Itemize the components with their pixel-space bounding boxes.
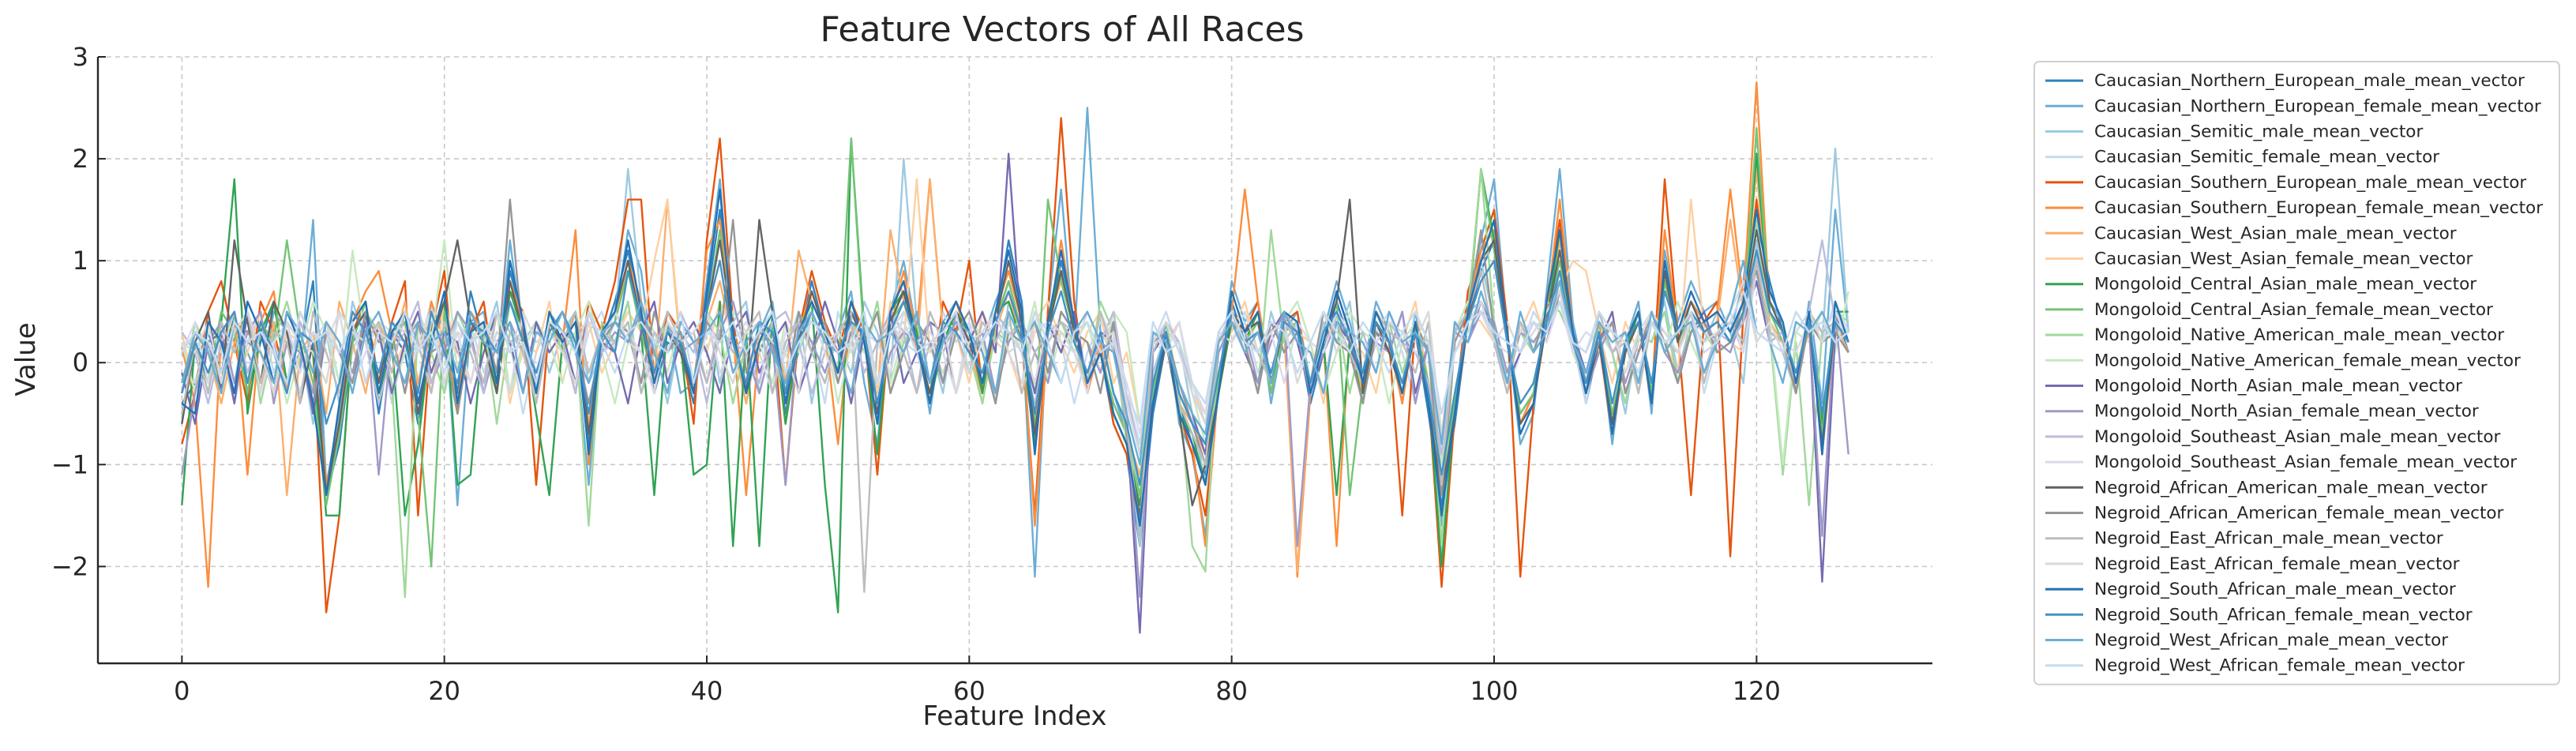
legend-label-6: Caucasian_West_Asian_male_mean_vector [2094,223,2457,243]
series-line-15 [181,269,1849,445]
legend-label-16: Negroid_African_American_male_mean_vecto… [2094,478,2488,498]
x-tick-label: 0 [174,676,190,706]
legend-label-8: Mongoloid_Central_Asian_male_mean_vector [2094,275,2476,295]
legend-label-20: Negroid_South_African_male_mean_vector [2094,580,2456,599]
legend-label-4: Caucasian_Southern_European_male_mean_ve… [2094,173,2526,193]
legend-label-2: Caucasian_Semitic_male_mean_vector [2094,122,2423,142]
legend: Caucasian_Northern_European_male_mean_ve… [2033,61,2560,685]
axes [96,56,1932,665]
y-tick-label: −1 [51,449,88,479]
legend-label-17: Negroid_African_American_female_mean_vec… [2094,504,2504,524]
x-tick-label: 60 [953,676,986,706]
y-axis-label: Value [10,322,42,396]
y-tick-label: 0 [73,347,88,377]
legend-label-23: Negroid_West_African_female_mean_vector [2094,656,2465,676]
legend-label-9: Mongoloid_Central_Asian_female_mean_vect… [2094,300,2493,320]
plot-area [181,81,1849,634]
series-line-23 [181,290,1849,425]
x-tick-label: 40 [691,676,723,706]
x-tick-label: 120 [1733,676,1781,706]
legend-label-18: Negroid_East_African_male_mean_vector [2094,529,2443,549]
legend-label-10: Mongoloid_Native_American_male_mean_vect… [2094,325,2504,345]
series-line-7 [181,178,1849,435]
series-line-20 [181,188,1849,527]
legend-label-13: Mongoloid_North_Asian_female_mean_vector [2094,402,2479,422]
legend-label-5: Caucasian_Southern_European_female_mean_… [2094,198,2543,218]
series-line-22 [181,260,1849,466]
x-axis-label: Feature Index [923,700,1107,732]
legend-label-21: Negroid_South_African_female_mean_vector [2094,605,2473,625]
legend-label-11: Mongoloid_Native_American_female_mean_ve… [2094,351,2521,370]
legend-frame [2033,61,2560,685]
y-tick-label: 3 [73,42,88,72]
y-tick-label: 2 [73,144,88,174]
tick-labels: 0 20 40 60 80 100 120 −2 −1 0 1 2 3 [51,42,1781,706]
legend-label-19: Negroid_East_African_female_mean_vector [2094,554,2460,574]
legend-label-7: Caucasian_West_Asian_female_mean_vector [2094,250,2473,269]
legend-label-14: Mongoloid_Southeast_Asian_male_mean_vect… [2094,427,2500,447]
x-tick-label: 20 [428,676,460,706]
legend-label-0: Caucasian_Northern_European_male_mean_ve… [2094,71,2525,91]
legend-label-12: Mongoloid_North_Asian_male_mean_vector [2094,377,2462,396]
series-line-17 [181,198,1849,527]
legend-label-15: Mongoloid_Southeast_Asian_female_mean_ve… [2094,452,2517,472]
legend-label-3: Caucasian_Semitic_female_mean_vector [2094,148,2439,167]
x-tick-label: 100 [1470,676,1518,706]
legend-label-22: Negroid_West_African_male_mean_vector [2094,631,2448,651]
x-tick-label: 80 [1215,676,1248,706]
y-tick-label: 1 [73,246,88,276]
legend-label-1: Caucasian_Northern_European_female_mean_… [2094,96,2541,116]
chart-title: Feature Vectors of All Races [820,9,1304,50]
y-tick-label: −2 [51,551,88,581]
